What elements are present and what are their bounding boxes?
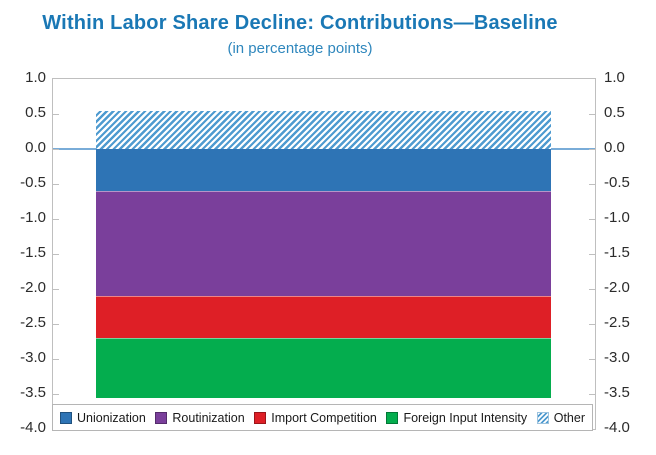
tick-mark	[589, 114, 595, 115]
chart-subtitle: (in percentage points)	[227, 40, 373, 57]
legend-label: Routinization	[172, 410, 245, 425]
legend-swatch-import-competition	[254, 411, 267, 424]
y-axis-label-left: -3.0	[20, 349, 46, 366]
y-axis-label-left: 1.0	[25, 69, 46, 86]
legend-item-import-competition: Import Competition	[254, 411, 377, 425]
legend: Unionization Routinization Import Competit…	[52, 404, 593, 431]
legend-item-other: Other	[536, 410, 585, 425]
legend-label: Import Competition	[271, 410, 377, 425]
legend-item-routinization: Routinization	[155, 410, 245, 425]
y-axis-label-right: -1.0	[604, 209, 630, 226]
tick-mark	[589, 254, 595, 255]
y-axis-label-left: -0.5	[20, 174, 46, 191]
tick-mark	[589, 324, 595, 325]
tick-mark	[589, 359, 595, 360]
stacked-bar	[96, 79, 551, 429]
y-axis-label-right: 0.0	[604, 139, 625, 156]
y-axis-label-right: -0.5	[604, 174, 630, 191]
tick-mark	[53, 149, 59, 150]
legend-swatch-unionization	[60, 411, 72, 424]
tick-mark	[53, 359, 59, 360]
tick-mark	[53, 254, 59, 255]
legend-swatch-foreign-input-intensity	[386, 411, 399, 424]
bar-segment-unionization	[96, 149, 551, 191]
y-axis-label-right: -3.5	[604, 384, 630, 401]
y-axis-label-left: -3.5	[20, 384, 46, 401]
legend-swatch-other	[536, 411, 549, 424]
bar-segment-import-competition	[96, 296, 551, 338]
legend-label: Foreign Input Intensity	[403, 410, 528, 425]
y-axis-label-right: 0.5	[604, 104, 625, 121]
y-axis-label-right: -4.0	[604, 419, 630, 436]
y-axis-label-left: -1.5	[20, 244, 46, 261]
bar-segment-routinization	[96, 191, 551, 296]
tick-mark	[589, 289, 595, 290]
y-axis-label-right: -1.5	[604, 244, 630, 261]
legend-label: Unionization	[77, 410, 146, 425]
y-axis-label-right: 1.0	[604, 69, 625, 86]
bar-segment-other	[96, 110, 551, 149]
y-axis-label-right: -2.0	[604, 279, 630, 296]
chart-header: Within Labor Share Decline: Contribution…	[0, 12, 600, 57]
y-axis-label-left: -2.5	[20, 314, 46, 331]
bar-segment-foreign-input-intensity	[96, 338, 551, 398]
legend-swatch-routinization	[155, 411, 168, 424]
y-axis-label-left: -2.0	[20, 279, 46, 296]
y-axis-label-right: -3.0	[604, 349, 630, 366]
y-axis-label-left: -4.0	[20, 419, 46, 436]
y-axis-label-left: 0.5	[25, 104, 46, 121]
tick-mark	[589, 149, 595, 150]
tick-mark	[53, 324, 59, 325]
tick-mark	[589, 219, 595, 220]
tick-mark	[53, 219, 59, 220]
tick-mark	[589, 184, 595, 185]
tick-mark	[53, 394, 59, 395]
legend-item-foreign-input-intensity: Foreign Input Intensity	[386, 411, 527, 425]
y-axis-label-right: -2.5	[604, 314, 630, 331]
legend-label: Other	[553, 410, 585, 425]
tick-mark	[589, 394, 595, 395]
legend-item-unionization: Unionization	[60, 411, 146, 425]
chart-title: Within Labor Share Decline: Contribution…	[42, 12, 558, 34]
plot-area	[52, 78, 596, 430]
tick-mark	[53, 114, 59, 115]
y-axis-label-left: -1.0	[20, 209, 46, 226]
y-axis-label-left: 0.0	[25, 139, 46, 156]
tick-mark	[53, 184, 59, 185]
tick-mark	[53, 289, 59, 290]
